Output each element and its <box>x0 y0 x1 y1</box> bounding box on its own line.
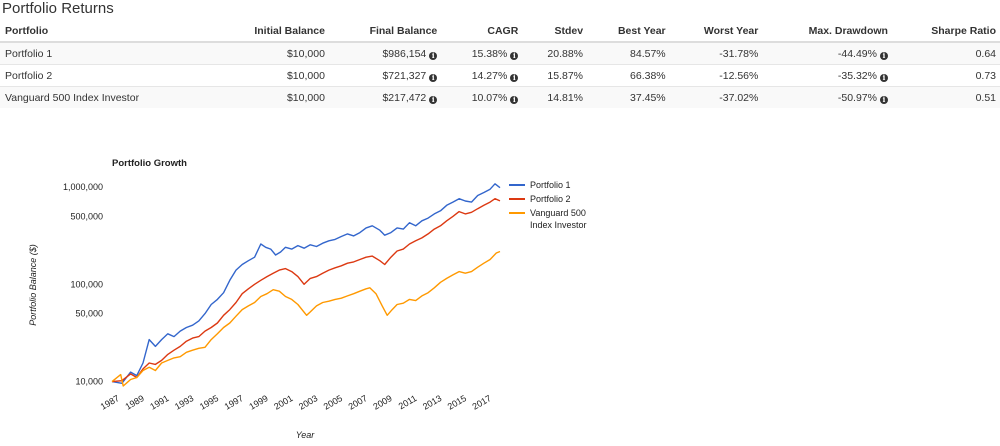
col-header-initial-balance: Initial Balance <box>212 21 329 43</box>
cell-value: 14.27% <box>471 69 508 82</box>
chart-title: Portfolio Growth <box>112 158 187 169</box>
cell-stdev: 14.81% <box>522 86 588 108</box>
y-tick-label: 50,000 <box>75 309 103 319</box>
legend-label: Vanguard 500 Index Investor <box>530 208 587 230</box>
cell-best-year: 37.45% <box>587 86 670 108</box>
x-tick-label: 1995 <box>198 393 220 412</box>
col-header-sharpe-ratio: Sharpe Ratio <box>891 21 1000 43</box>
cell-stdev: 20.88% <box>522 41 588 65</box>
col-header-max-drawdown: Max. Drawdown <box>762 21 892 43</box>
col-header-cagr: CAGR <box>441 21 523 43</box>
table-header-row: Portfolio Initial Balance Final Balance … <box>0 21 1000 43</box>
cell-stdev: 15.87% <box>522 64 588 87</box>
col-header-portfolio: Portfolio <box>0 21 213 43</box>
x-tick-label: 1993 <box>173 393 195 412</box>
cell-value: 10.07% <box>471 91 508 104</box>
col-header-stdev: Stdev <box>522 21 588 43</box>
cell-cagr: 10.07% i <box>441 86 523 108</box>
info-circle-icon[interactable]: i <box>879 73 888 82</box>
cell-value: $986,154 <box>382 47 427 60</box>
legend-label: Portfolio 1 <box>530 180 571 190</box>
cell-max-drawdown: -50.97% i <box>762 86 892 108</box>
info-circle-icon[interactable]: i <box>510 73 519 82</box>
info-circle-icon[interactable]: i <box>429 51 438 60</box>
cell-worst-year: -31.78% <box>669 41 763 65</box>
cell-worst-year: -37.02% <box>669 86 763 108</box>
cell-value: $721,327 <box>382 69 427 82</box>
col-header-best-year: Best Year <box>587 21 670 43</box>
x-tick-label: 2013 <box>421 393 443 412</box>
x-tick-label: 2017 <box>471 393 493 412</box>
cell-best-year: 84.57% <box>587 41 670 65</box>
cell-portfolio: Portfolio 1 <box>0 41 213 65</box>
info-circle-icon[interactable]: i <box>879 95 888 104</box>
x-tick-label: 2005 <box>322 393 344 412</box>
cell-best-year: 66.38% <box>587 64 670 87</box>
y-axis-label: Portfolio Balance ($) <box>28 244 38 326</box>
y-tick-label: 10,000 <box>75 377 103 387</box>
cell-worst-year: -12.56% <box>669 64 763 87</box>
cell-cagr: 15.38% i <box>441 41 523 65</box>
series-line-1 <box>111 183 501 384</box>
x-axis-label: Year <box>296 430 316 440</box>
cell-final-balance: $986,154 i <box>328 41 442 65</box>
cell-cagr: 14.27% i <box>441 64 523 87</box>
info-circle-icon[interactable]: i <box>429 73 438 82</box>
cell-value: -44.49% <box>837 47 877 60</box>
y-tick-label: 500,000 <box>70 211 103 221</box>
y-tick-label: 1,000,000 <box>63 182 103 192</box>
x-tick-label: 1989 <box>123 393 145 412</box>
x-tick-label: 1999 <box>247 393 269 412</box>
x-tick-label: 2011 <box>397 393 419 411</box>
x-tick-label: 1987 <box>99 393 121 412</box>
cell-value: -50.97% <box>837 91 877 104</box>
series-line-3 <box>111 250 501 387</box>
info-circle-icon[interactable]: i <box>879 51 888 60</box>
cell-max-drawdown: -44.49% i <box>762 41 892 65</box>
info-circle-icon[interactable]: i <box>510 51 519 60</box>
x-tick-label: 2001 <box>272 393 294 412</box>
series-line-2 <box>111 198 501 383</box>
cell-initial-balance: $10,000 <box>212 64 329 87</box>
cell-portfolio: Portfolio 2 <box>0 64 213 87</box>
cell-max-drawdown: -35.32% i <box>762 64 892 87</box>
x-tick-label: 2015 <box>446 393 468 412</box>
cell-final-balance: $721,327 i <box>328 64 442 87</box>
section-title: Portfolio Returns <box>2 0 114 17</box>
cell-sharpe-ratio: 0.64 <box>891 41 1000 65</box>
x-tick-label: 1997 <box>223 393 245 412</box>
table-row: Portfolio 1 $10,000 $986,154 i 15.38% i 20… <box>0 41 1000 65</box>
portfolio-returns-table: Portfolio Initial Balance Final Balance … <box>0 21 1000 108</box>
x-tick-label: 1991 <box>148 393 170 412</box>
y-tick-label: 100,000 <box>70 279 103 289</box>
table-row: Portfolio 2 $10,000 $721,327 i 14.27% i 15… <box>0 64 1000 87</box>
info-circle-icon[interactable]: i <box>510 95 519 104</box>
cell-initial-balance: $10,000 <box>212 41 329 65</box>
col-header-final-balance: Final Balance <box>328 21 442 43</box>
x-tick-label: 2003 <box>297 393 319 412</box>
info-circle-icon[interactable]: i <box>429 95 438 104</box>
cell-final-balance: $217,472 i <box>328 86 442 108</box>
col-header-worst-year: Worst Year <box>669 21 763 43</box>
cell-initial-balance: $10,000 <box>212 86 329 108</box>
table-row: Vanguard 500 Index Investor $10,000 $217… <box>0 86 1000 108</box>
cell-value: -35.32% <box>837 69 877 82</box>
cell-portfolio: Vanguard 500 Index Investor <box>0 86 213 108</box>
x-tick-label: 2009 <box>371 393 393 412</box>
cell-value: 15.38% <box>471 47 508 60</box>
legend-label: Portfolio 2 <box>530 194 571 204</box>
cell-sharpe-ratio: 0.51 <box>891 86 1000 108</box>
cell-sharpe-ratio: 0.73 <box>891 64 1000 87</box>
x-tick-label: 2007 <box>347 393 369 412</box>
cell-value: $217,472 <box>382 91 427 104</box>
